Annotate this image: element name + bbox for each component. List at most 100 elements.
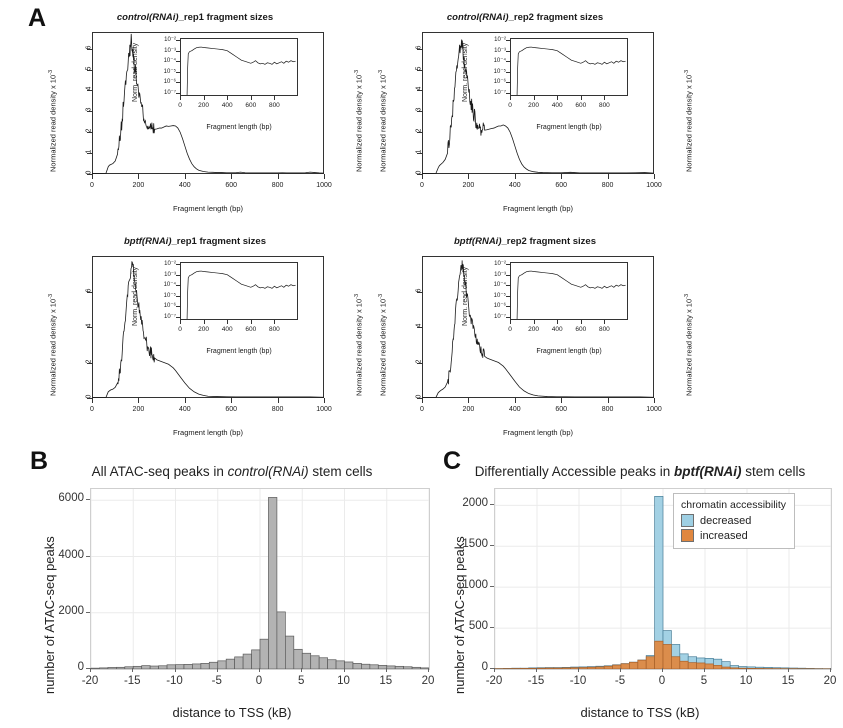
- legend-swatch-increased: [681, 529, 694, 542]
- histogram-bar: [183, 664, 193, 669]
- subplot-x-tick: [607, 174, 609, 179]
- subplot-ylabel-text: Normalized read density x 10: [378, 74, 388, 172]
- histogram-bar: [116, 666, 126, 669]
- subplot-inset-x-tick: [180, 320, 181, 324]
- x-tick-label: 10: [337, 675, 350, 687]
- histogram-bar: [301, 652, 312, 669]
- histogram-bar: [587, 666, 597, 669]
- subplot-inset-x-tick-label: 600: [575, 102, 587, 109]
- subplot-xlabel: Fragment length (bp): [172, 204, 244, 213]
- subplot-y-tick: [87, 174, 92, 175]
- legend-item-increased[interactable]: increased: [681, 529, 786, 542]
- subplot-y-tick: [87, 291, 92, 293]
- subplot-inset-x-tick: [510, 96, 511, 100]
- y-tick-mark: [86, 611, 90, 613]
- panel-a-subplot-control-rep1: control(RNAi)_rep1 fragment sizes Normali…: [30, 4, 364, 226]
- subplot-ylabel-exponent: -3: [48, 69, 54, 75]
- histogram-bar: [141, 665, 151, 669]
- legend-swatch-decreased: [681, 514, 694, 527]
- histogram-bar: [411, 666, 421, 669]
- histogram-bar: [755, 668, 765, 669]
- subplot-y-tick: [87, 48, 92, 50]
- subplot-inset-y-tick-label: 10⁻²: [494, 37, 506, 44]
- subplot-inset-y-tick-label: 10⁻⁵: [493, 68, 506, 75]
- subplot-inset-y-tick: [506, 71, 510, 73]
- subplot-y-tick: [87, 69, 92, 71]
- panel-b-plot-area: [90, 488, 430, 670]
- x-tick-mark: [385, 668, 387, 672]
- subplot-x-tick: [138, 174, 140, 179]
- panel-c-plot-area: [494, 488, 832, 670]
- histogram-bar: [327, 659, 337, 669]
- subplot-y-tick: [87, 327, 92, 328]
- y-tick-mark: [490, 504, 494, 506]
- subplot-inset-x-tick-label: 0: [178, 102, 182, 109]
- subplot-inset-y-tick-label: 10⁻⁷: [163, 313, 176, 320]
- subplot-x-tick-label: 0: [90, 182, 94, 189]
- subplot-inset-x-tick-label: 200: [198, 102, 210, 109]
- subplot-inset-y-tick: [176, 40, 180, 42]
- subplot-x-tick-label: 800: [601, 182, 614, 189]
- x-tick-label: 20: [421, 675, 435, 687]
- histogram-bar: [578, 667, 588, 669]
- subplot-y-tick: [417, 69, 422, 71]
- subplot-title-bptf-rep1: bptf(RNAi)_rep1 fragment sizes: [30, 236, 360, 247]
- x-tick-mark: [343, 668, 345, 672]
- legend-items: decreased increased: [681, 514, 786, 542]
- subplot-inset-y-tick-label: 10⁻⁴: [493, 282, 506, 289]
- subplot-x-tick-label: 800: [271, 406, 284, 413]
- panel-b-title-pre: All ATAC-seq peaks in: [91, 464, 228, 479]
- subplot-x-tick: [92, 398, 93, 403]
- histogram-bar: [746, 667, 756, 669]
- subplot-x-tick-label: 200: [132, 182, 145, 189]
- y-tick-mark: [490, 668, 494, 669]
- subplot-inset-y-tick-label: 10⁻⁴: [163, 58, 176, 65]
- subplot-x-tick: [607, 398, 609, 403]
- subplot-inset-box: [180, 262, 298, 320]
- subplot-inset-y-tick-label: 10⁻⁷: [493, 89, 506, 96]
- subplot-y-tick: [87, 111, 92, 113]
- subplot-title-italic: bptf(RNAi): [454, 236, 502, 247]
- panel-letter-b: B: [30, 447, 49, 475]
- subplot-x-tick: [231, 398, 233, 403]
- histogram-bar: [654, 640, 664, 669]
- subplot-inset-y-tick: [506, 40, 510, 42]
- subplot-inset-box: [510, 262, 628, 320]
- subplot-inset-y-tick-label: 10⁻⁶: [493, 303, 506, 310]
- subplot-title-control-rep1: control(RNAi)_rep1 fragment sizes: [30, 12, 360, 23]
- legend-chromatin-accessibility: chromatin accessibility decreased increas…: [673, 493, 796, 549]
- x-tick-mark: [620, 668, 621, 672]
- x-tick-mark: [90, 668, 91, 672]
- subplot-inset-xlabel: Fragment length (bp): [536, 124, 602, 131]
- histogram-bar: [394, 665, 405, 669]
- histogram-bar: [671, 656, 681, 669]
- subplot-inset-y-tick: [176, 316, 180, 318]
- subplot-inset-y-tick-label: 10⁻²: [494, 261, 506, 268]
- subplot-y-tick: [417, 327, 422, 328]
- subplot-x-tick: [468, 398, 470, 403]
- subplot-x-tick: [561, 174, 563, 179]
- subplot-inset-y-tick-label: 10⁻²: [164, 261, 176, 268]
- subplot-x-tick-label: 1000: [316, 182, 332, 189]
- subplot-inset-x-tick: [533, 320, 535, 324]
- subplot-title-control-rep2: control(RNAi)_rep2 fragment sizes: [360, 12, 690, 23]
- subplot-curve: [92, 33, 324, 174]
- subplot-inset-x-tick-label: 800: [598, 326, 610, 333]
- y-tick-label: 0: [77, 661, 84, 673]
- subplot-inset-y-tick: [176, 71, 180, 73]
- panel-letter-c: C: [443, 447, 462, 475]
- x-tick-mark: [301, 668, 303, 672]
- histogram-bar: [713, 665, 723, 669]
- panel-c-title: Differentially Accessible peaks in bptf(…: [440, 464, 840, 479]
- subplot-ylabel-right: Normalized read density x 10-3: [684, 294, 694, 396]
- subplot-inset-y-tick: [176, 306, 180, 308]
- subplot-inset-y-tick-label: 10⁻⁶: [163, 79, 176, 86]
- subplot-inset-y-tick-label: 10⁻³: [494, 47, 506, 54]
- x-tick-label: -5: [211, 675, 222, 687]
- x-tick-mark: [174, 668, 176, 672]
- histogram-bar: [293, 648, 303, 669]
- x-tick-label: 15: [781, 675, 795, 687]
- legend-item-decreased[interactable]: decreased: [681, 514, 786, 527]
- histogram-bar: [242, 653, 252, 669]
- subplot-inset-y-tick: [176, 61, 180, 63]
